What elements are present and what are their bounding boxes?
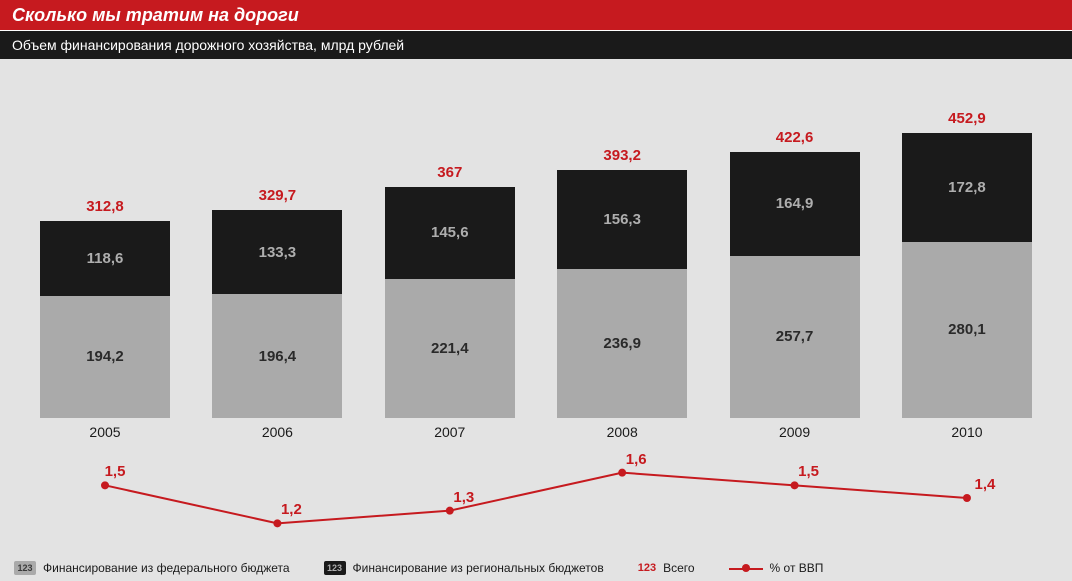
bar-segment-regional: 172,8	[902, 133, 1032, 242]
bar-segment-federal: 221,4	[385, 279, 515, 418]
bar-column: 329,7 133,3196,4	[212, 187, 342, 418]
year-label: 2006	[212, 424, 342, 440]
bar-segment-federal: 257,7	[730, 256, 860, 418]
bar-total-label: 312,8	[86, 198, 124, 215]
legend-item-total: 123 Всего	[638, 561, 695, 575]
gdp-line-point	[618, 469, 626, 477]
gdp-line-point	[273, 519, 281, 527]
bar-column: 312,8 118,6194,2	[40, 198, 170, 418]
page-subtitle: Объем финансирования дорожного хозяйства…	[12, 37, 404, 53]
bar-total-label: 393,2	[603, 147, 641, 164]
legend-chip-federal: 123	[14, 561, 36, 575]
bar-segment-regional: 156,3	[557, 170, 687, 268]
legend-item-regional: 123 Финансирование из региональных бюдже…	[324, 561, 604, 575]
legend-label-federal: Финансирование из федерального бюджета	[43, 561, 290, 575]
year-label: 2008	[557, 424, 687, 440]
bar-stack: 172,8280,1	[902, 133, 1032, 418]
bar-total-label: 452,9	[948, 110, 986, 127]
bar-total-label: 367	[437, 164, 462, 181]
bar-segment-federal: 196,4	[212, 294, 342, 418]
bars-row: 312,8 118,6194,2 329,7 133,3196,4 367 145,622…	[40, 58, 1032, 418]
legend-chip-total: 123	[638, 562, 656, 574]
gdp-line-point	[963, 494, 971, 502]
bar-segment-federal: 280,1	[902, 242, 1032, 418]
gdp-line-svg	[40, 450, 1032, 546]
bar-stack: 164,9257,7	[730, 152, 860, 418]
gdp-line-point	[101, 481, 109, 489]
bar-segment-federal: 236,9	[557, 269, 687, 418]
year-label: 2010	[902, 424, 1032, 440]
bar-stack: 133,3196,4	[212, 210, 342, 418]
year-label: 2005	[40, 424, 170, 440]
bar-total-label: 329,7	[259, 187, 297, 204]
bar-column: 452,9 172,8280,1	[902, 110, 1032, 418]
title-bar: Сколько мы тратим на дороги	[0, 0, 1072, 30]
bar-stack: 118,6194,2	[40, 221, 170, 418]
gdp-line-point	[791, 481, 799, 489]
legend-item-gdp: % от ВВП	[729, 561, 824, 575]
gdp-line-area: 1,51,21,31,61,51,4	[40, 450, 1032, 546]
years-row: 2005 2006 2007 2008 2009 2010	[40, 424, 1032, 440]
bar-segment-regional: 133,3	[212, 210, 342, 294]
gdp-line-point	[446, 507, 454, 515]
year-label: 2009	[730, 424, 860, 440]
legend-chip-regional: 123	[324, 561, 346, 575]
legend-label-total: Всего	[663, 561, 694, 575]
bar-stack: 145,6221,4	[385, 187, 515, 418]
legend-line-icon	[729, 561, 763, 575]
gdp-line-path	[105, 473, 967, 524]
bar-segment-regional: 145,6	[385, 187, 515, 279]
bar-stack: 156,3236,9	[557, 170, 687, 418]
legend-item-federal: 123 Финансирование из федерального бюдже…	[14, 561, 290, 575]
bar-column: 393,2 156,3236,9	[557, 147, 687, 418]
chart: 312,8 118,6194,2 329,7 133,3196,4 367 145,622…	[0, 58, 1072, 547]
bar-column: 367 145,6221,4	[385, 164, 515, 418]
bar-segment-federal: 194,2	[40, 296, 170, 418]
bar-segment-regional: 164,9	[730, 152, 860, 256]
bar-total-label: 422,6	[776, 129, 814, 146]
subtitle-bar: Объем финансирования дорожного хозяйства…	[0, 30, 1072, 59]
year-label: 2007	[385, 424, 515, 440]
legend: 123 Финансирование из федерального бюдже…	[0, 561, 1072, 575]
bar-segment-regional: 118,6	[40, 221, 170, 296]
page-title: Сколько мы тратим на дороги	[12, 5, 299, 25]
legend-label-regional: Финансирование из региональных бюджетов	[353, 561, 604, 575]
bar-column: 422,6 164,9257,7	[730, 129, 860, 418]
legend-label-gdp: % от ВВП	[770, 561, 824, 575]
